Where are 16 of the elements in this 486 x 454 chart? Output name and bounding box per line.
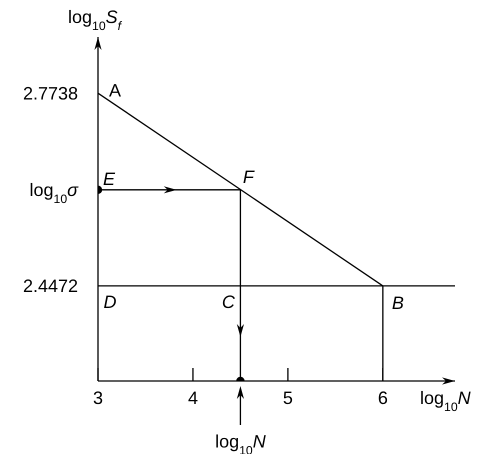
y-tick-label: 2.4472: [22, 276, 78, 296]
x-tick-label: 3: [92, 388, 104, 408]
x-tick-label: 6: [378, 388, 388, 408]
y-axis-title: log$_{10}$S$_{f}$: [68, 7, 123, 33]
x-axis-title: log$_{10}$N: [420, 388, 472, 414]
y-tick-label: 2.7738: [22, 83, 78, 104]
annotation: B: [392, 293, 404, 314]
annotation: F: [242, 167, 255, 188]
annotation: C: [222, 292, 236, 312]
annotation: log$_{10}$N: [215, 431, 267, 454]
x-tick-label: 5: [282, 388, 293, 408]
annotation: E: [102, 169, 116, 190]
x-tick-label: 4: [188, 388, 198, 408]
annotation: log$_{10}$σ: [30, 180, 80, 206]
annotation: A: [108, 80, 122, 100]
annotation: D: [104, 292, 116, 312]
